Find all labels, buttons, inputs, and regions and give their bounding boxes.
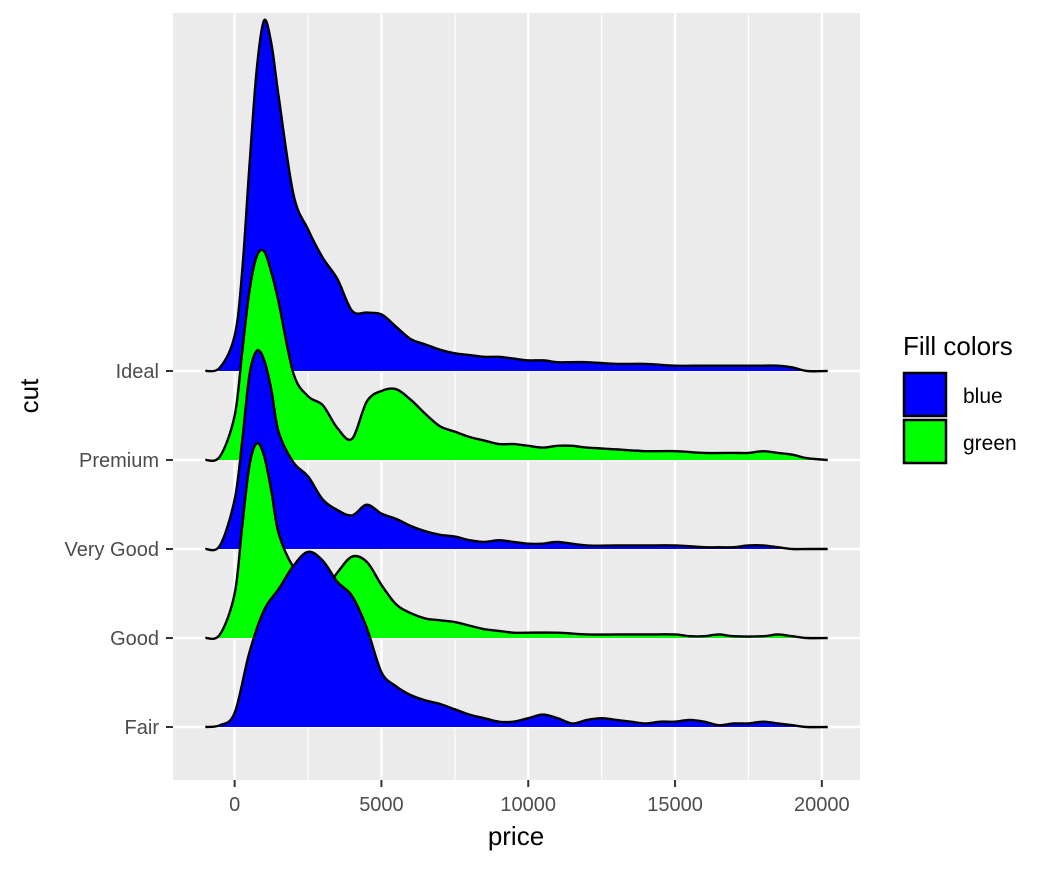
legend-label-blue: blue xyxy=(963,385,1003,408)
x-tick-label: 10000 xyxy=(500,794,556,816)
y-tick-label: Very Good xyxy=(64,539,159,561)
legend: Fill colors blue green xyxy=(902,331,1017,465)
axis-layer: 0 5000 10000 15000 20000 Fair Good Very Good Pre… xyxy=(64,361,849,816)
x-tick-label: 15000 xyxy=(647,794,703,816)
x-tick-label: 20000 xyxy=(794,794,850,816)
legend-swatch-blue xyxy=(902,371,948,418)
ridge-fill-fair xyxy=(205,551,828,728)
y-tick-label: Premium xyxy=(79,450,159,472)
y-tick-label: Fair xyxy=(125,717,160,739)
legend-label-green: green xyxy=(963,432,1017,455)
x-tick-label: 5000 xyxy=(359,794,404,816)
x-axis-title: price xyxy=(488,821,544,851)
y-axis-title: cut xyxy=(14,378,44,413)
legend-swatch-green xyxy=(902,418,948,465)
ridge-outline-very-good xyxy=(205,348,828,552)
legend-title: Fill colors xyxy=(903,331,1013,361)
x-tick-label: 0 xyxy=(229,794,240,816)
ridge-layer xyxy=(205,18,828,729)
ridge-outline-premium xyxy=(205,248,828,462)
ridge-outline-ideal xyxy=(205,18,828,373)
y-tick-label: Ideal xyxy=(116,361,159,383)
ridge-outline-good xyxy=(205,441,828,640)
ridge-outline-fair xyxy=(205,550,828,729)
ridge-fill-good xyxy=(205,442,828,639)
y-tick-label: Good xyxy=(110,628,159,650)
